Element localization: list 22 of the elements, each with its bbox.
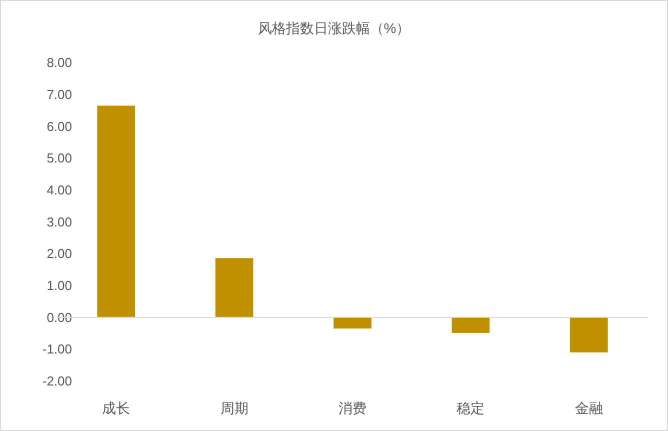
y-tick-label: -1.00	[42, 342, 72, 357]
y-tick-label: 4.00	[46, 182, 72, 198]
chart-title: 风格指数日涨跌幅（%）	[258, 20, 410, 36]
x-tick-label: 周期	[220, 400, 248, 416]
x-tick-label: 金融	[574, 400, 603, 416]
bar	[97, 106, 136, 318]
bar	[215, 258, 254, 318]
x-tick-label: 消费	[338, 400, 366, 416]
y-tick-label: 3.00	[46, 214, 72, 230]
x-tick-label: 稳定	[456, 400, 485, 416]
y-tick-label: -2.00	[42, 374, 72, 388]
y-tick-label: 1.00	[46, 278, 72, 294]
y-tick-label: 2.00	[46, 246, 72, 262]
bar	[452, 317, 490, 333]
y-tick-label: 5.00	[46, 150, 72, 166]
bar	[334, 317, 372, 328]
y-tick-label: 6.00	[46, 118, 72, 134]
bar	[570, 317, 608, 352]
y-tick-label: 8.00	[46, 55, 72, 70]
x-tick-label: 成长	[102, 400, 130, 416]
y-tick-label: 7.00	[46, 87, 72, 102]
y-tick-label: 0.00	[46, 310, 72, 325]
